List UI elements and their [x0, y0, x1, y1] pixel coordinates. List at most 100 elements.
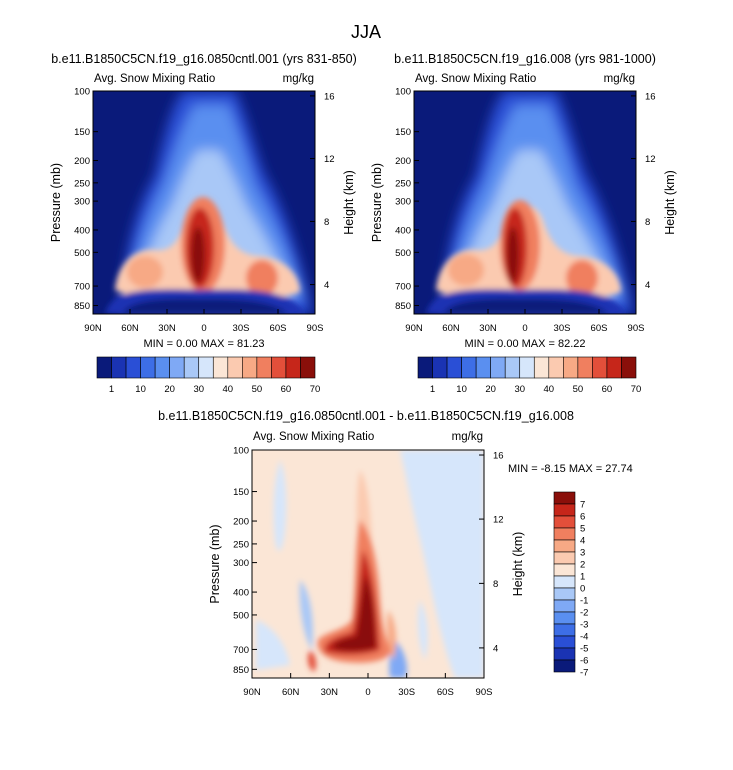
panel-3-xtick-label: 0: [365, 687, 370, 698]
panel-2-xtick-label: 30N: [479, 323, 497, 334]
panel-3-ytick-right-label: 12: [493, 515, 504, 526]
panel-1-ytick-label: 200: [74, 156, 90, 167]
panel-3-ytick-label: 300: [233, 558, 249, 569]
panel-2: b.e11.B1850C5CN.f19_g16.008 (yrs 981-100…: [370, 52, 677, 395]
panel-3-colorbar-label: -2: [580, 608, 588, 619]
panel-2-colorbar-box: [533, 356, 550, 379]
panel-3: b.e11.B1850C5CN.f19_g16.0850cntl.001 - b…: [158, 409, 633, 698]
panel-1-ytick-right-label: 8: [324, 217, 329, 228]
panel-3-xtick-label: 60S: [437, 687, 454, 698]
panel-1-colorbar-box: [154, 356, 170, 379]
panel-1-ytick-label: 500: [74, 248, 90, 259]
panel-3-stats: MIN = -8.15 MAX = 27.74: [508, 463, 633, 475]
panel-1-xtick-label: 60S: [270, 323, 287, 334]
panel-1-ytick-right-label: 16: [324, 91, 335, 102]
panel-1-ytick-label: 150: [74, 127, 90, 138]
panel-2-right-label: mg/kg: [604, 73, 635, 85]
panel-3-ylabel-right: Height (km): [511, 532, 525, 597]
panel-2-colorbar-box: [606, 356, 622, 379]
panel-1-colorbar-box: [140, 356, 156, 379]
panel-2-ytick-label: 150: [395, 127, 411, 138]
panel-3-xtick-label: 90N: [243, 687, 261, 698]
panel-2-colorbar-box: [504, 356, 521, 379]
panel-2-stats: MIN = 0.00 MAX = 82.22: [464, 338, 585, 350]
panel-1-left-label: Avg. Snow Mixing Ratio: [94, 73, 215, 85]
panel-1-ytick-label: 100: [74, 87, 90, 98]
panel-3-ytick-right-label: 8: [493, 579, 498, 590]
panel-2-ytick-label: 250: [395, 178, 411, 189]
panel-3-colorbar-label: 5: [580, 524, 585, 535]
panel-1-ytick-right-label: 12: [324, 154, 335, 165]
panel-1-xtick-label: 90N: [84, 323, 102, 334]
panel-3-field: [252, 450, 484, 678]
panel-1-colorbar-label: 40: [223, 384, 234, 395]
panel-1-colorbar-box: [256, 356, 272, 379]
panel-2-colorbar-box: [548, 356, 564, 379]
panel-3-colorbar-label: -1: [580, 596, 588, 607]
panel-1-right-label: mg/kg: [283, 73, 314, 85]
panel-3-ytick-right-label: 16: [493, 451, 504, 462]
panel-3-colorbar-box: [553, 491, 576, 505]
panel-3-colorbar-label: -3: [580, 620, 588, 631]
panel-1-colorbar-label: 60: [281, 384, 292, 395]
panel-3-colorbar-box: [553, 635, 576, 649]
panel-1-ytick-label: 700: [74, 282, 90, 293]
panel-3-colorbar-label: -7: [580, 668, 588, 679]
panel-1-colorbar-box: [111, 356, 127, 379]
panel-1-colorbar-box: [285, 356, 301, 379]
panel-3-colorbar-box: [553, 599, 576, 613]
panel-1-ytick-label: 850: [74, 301, 90, 312]
panel-1-field: [93, 91, 315, 314]
panel-2-colorbar-box: [432, 356, 448, 379]
panel-2-ytick-label: 200: [395, 156, 411, 167]
panel-1-colorbar: 1 10 20 30 40 50 60 70: [96, 356, 321, 395]
panel-1-axes: 100 150 200 250 300 400 500 700 850 16 12 8 4 90N 60N 3…: [49, 87, 356, 335]
panel-2-colorbar: 1 10 20 30 40 50 60 70: [417, 356, 641, 395]
panel-2-colorbar-label: 1: [430, 384, 435, 395]
panel-1-ytick-label: 300: [74, 197, 90, 208]
panel-3-colorbar-box: [553, 503, 576, 517]
panel-3-colorbar-box: [553, 611, 576, 625]
panel-3-right-label: mg/kg: [452, 431, 483, 443]
panel-3-colorbar-box: [553, 647, 576, 661]
panel-1-ytick-label: 400: [74, 225, 90, 236]
panel-1-xtick-label: 0: [201, 323, 206, 334]
panel-1-colorbar-label: 30: [193, 384, 204, 395]
panel-1-colorbar-label: 20: [164, 384, 175, 395]
panel-2-colorbar-box: [446, 356, 462, 379]
panel-1-ytick-label: 250: [74, 178, 90, 189]
panel-3-colorbar-label: 0: [580, 584, 585, 595]
panel-3-colorbar-box: [553, 551, 576, 565]
panel-3-colorbar-label: -4: [580, 632, 588, 643]
panel-1-title: b.e11.B1850C5CN.f19_g16.0850cntl.001 (yr…: [51, 52, 357, 66]
panel-3-colorbar-label: 1: [580, 572, 585, 583]
panel-3-colorbar-label: 6: [580, 512, 585, 523]
panel-3-colorbar-label: 2: [580, 560, 585, 571]
panel-1-xtick-label: 30S: [233, 323, 250, 334]
panel-1-xtick-label: 60N: [121, 323, 139, 334]
panel-1-xtick-label: 90S: [307, 323, 324, 334]
panel-2-ytick-label: 400: [395, 225, 411, 236]
panel-1-colorbar-box: [183, 356, 200, 379]
panel-2-ytick-label: 500: [395, 248, 411, 259]
panel-2-field: [414, 91, 636, 314]
panel-3-ytick-right-label: 4: [493, 643, 498, 654]
panel-2-colorbar-label: 10: [456, 384, 467, 395]
panel-2-xtick-label: 30S: [554, 323, 571, 334]
panel-2-colorbar-box: [417, 356, 433, 379]
figure-title: JJA: [351, 22, 381, 42]
panel-3-left-label: Avg. Snow Mixing Ratio: [253, 431, 374, 443]
panel-3-colorbar-box: [553, 575, 576, 589]
panel-2-ytick-right-label: 16: [645, 91, 656, 102]
panel-2-ylabel: Pressure (mb): [370, 163, 384, 242]
panel-3-ylabel: Pressure (mb): [208, 524, 222, 603]
panel-2-title: b.e11.B1850C5CN.f19_g16.008 (yrs 981-100…: [394, 52, 656, 66]
panel-3-xtick-label: 30N: [321, 687, 339, 698]
panel-3-colorbar-box: [553, 587, 576, 601]
panel-1-colorbar-label: 70: [310, 384, 321, 395]
panel-3-ytick-label: 150: [233, 487, 249, 498]
panel-2-ylabel-right: Height (km): [663, 170, 677, 235]
panel-2-xtick-label: 60N: [442, 323, 460, 334]
